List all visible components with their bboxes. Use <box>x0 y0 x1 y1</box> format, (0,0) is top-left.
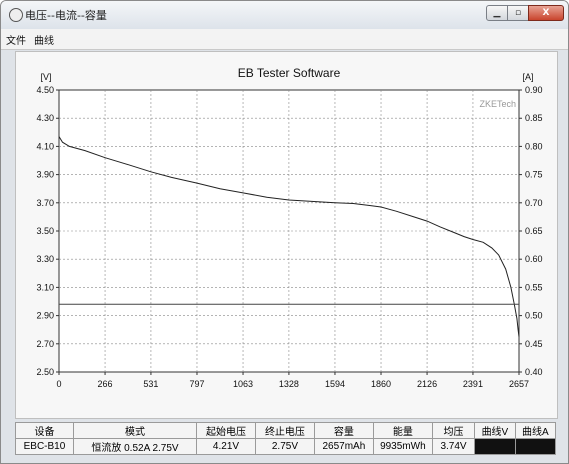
right-y-tick-label: 0.55 <box>525 282 543 292</box>
menu-curve[interactable]: 曲线 <box>34 36 54 47</box>
header-cell: 均压 <box>431 422 476 439</box>
menu-file[interactable]: 文件 <box>6 36 26 47</box>
x-tick-label: 1063 <box>233 379 253 389</box>
chart-title: EB Tester Software <box>238 66 341 80</box>
mode-value: 恒流放 0.52A 2.75V <box>72 438 198 455</box>
x-tick-label: 1594 <box>325 379 345 389</box>
x-tick-label: 531 <box>143 379 158 389</box>
energy-value: 9935mWh <box>372 438 433 455</box>
x-tick-label: 266 <box>98 379 113 389</box>
left-y-tick-label: 4.30 <box>36 113 54 123</box>
end-voltage-value: 2.75V <box>254 438 315 455</box>
left-y-tick-label: 2.50 <box>36 367 54 377</box>
menu-bar: 文件 曲线 <box>1 29 568 50</box>
left-y-tick-label: 3.50 <box>36 226 54 236</box>
right-y-tick-label: 0.50 <box>525 311 543 321</box>
minimize-button[interactable]: ▁ <box>486 5 508 21</box>
left-y-tick-label: 3.10 <box>36 282 54 292</box>
x-tick-label: 797 <box>189 379 204 389</box>
close-button[interactable]: X <box>528 5 564 21</box>
x-tick-label: 1860 <box>371 379 391 389</box>
avg-voltage-value: 3.74V <box>431 438 476 455</box>
left-y-tick-label: 2.90 <box>36 311 54 321</box>
table-row: EBC-B10 恒流放 0.52A 2.75V 4.21V 2.75V 2657… <box>15 438 557 455</box>
voltage-series-line <box>58 136 520 337</box>
curve-a-color-swatch[interactable] <box>514 438 557 455</box>
right-axis-unit: [A] <box>522 72 533 82</box>
start-voltage-value: 4.21V <box>196 438 256 455</box>
header-cell: 设备 <box>15 422 74 439</box>
left-y-tick-label: 3.30 <box>36 254 54 264</box>
x-tick-label: 2391 <box>463 379 483 389</box>
right-axis-ticks: 0.90 0.85 0.80 0.75 0.70 0.65 0.60 0.55 0.50 0.45… <box>519 85 543 377</box>
left-y-tick-label: 4.50 <box>36 85 54 95</box>
right-y-tick-label: 0.60 <box>525 254 543 264</box>
left-y-tick-label: 4.10 <box>36 141 54 151</box>
app-icon <box>9 8 23 22</box>
chart-panel: 0 266 531 797 1063 1328 1594 1860 2126 2391 2657 4… <box>15 51 558 419</box>
header-cell[interactable]: 曲线A <box>514 422 557 439</box>
watermark: ZKETech <box>479 99 516 109</box>
left-y-tick-label: 2.70 <box>36 339 54 349</box>
device-value: EBC-B10 <box>15 438 74 455</box>
left-axis-unit: [V] <box>40 72 51 82</box>
x-tick-label: 0 <box>56 379 61 389</box>
right-y-tick-label: 0.70 <box>525 198 543 208</box>
left-axis-ticks: 4.50 4.30 4.10 3.90 3.70 3.50 3.30 3.10 2.90 2.70… <box>36 85 59 377</box>
header-cell[interactable]: 曲线V <box>474 422 516 439</box>
series-group <box>58 136 520 337</box>
right-y-tick-label: 0.65 <box>525 226 543 236</box>
right-y-tick-label: 0.80 <box>525 141 543 151</box>
right-y-tick-label: 0.75 <box>525 170 543 180</box>
header-cell: 容量 <box>313 422 374 439</box>
title-bar[interactable]: 电压--电流--容量 ▁ ▫ X <box>1 1 568 29</box>
right-y-tick-label: 0.85 <box>525 113 543 123</box>
left-y-tick-label: 3.90 <box>36 170 54 180</box>
maximize-button[interactable]: ▫ <box>507 5 529 21</box>
window-title: 电压--电流--容量 <box>25 9 107 22</box>
header-cell: 终止电压 <box>254 422 315 439</box>
right-y-tick-label: 0.90 <box>525 85 543 95</box>
summary-table: 设备 模式 起始电压 终止电压 容量 能量 均压 曲线V 曲线A EBC-B10… <box>15 422 557 455</box>
grid-lines <box>59 90 519 372</box>
header-cell: 能量 <box>372 422 433 439</box>
curve-v-color-swatch[interactable] <box>474 438 516 455</box>
header-cell: 起始电压 <box>196 422 256 439</box>
x-axis-ticks: 0 266 531 797 1063 1328 1594 1860 2126 2391 2657 <box>56 372 529 389</box>
table-header-row: 设备 模式 起始电压 终止电压 容量 能量 均压 曲线V 曲线A <box>15 422 557 439</box>
left-y-tick-label: 3.70 <box>36 198 54 208</box>
x-tick-label: 1328 <box>279 379 299 389</box>
capacity-value: 2657mAh <box>313 438 374 455</box>
x-tick-label: 2657 <box>509 379 529 389</box>
right-y-tick-label: 0.45 <box>525 339 543 349</box>
voltage-current-chart: 0 266 531 797 1063 1328 1594 1860 2126 2391 2657 4… <box>36 66 543 389</box>
header-cell: 模式 <box>72 422 198 439</box>
x-tick-label: 2126 <box>417 379 437 389</box>
right-y-tick-label: 0.40 <box>525 367 543 377</box>
